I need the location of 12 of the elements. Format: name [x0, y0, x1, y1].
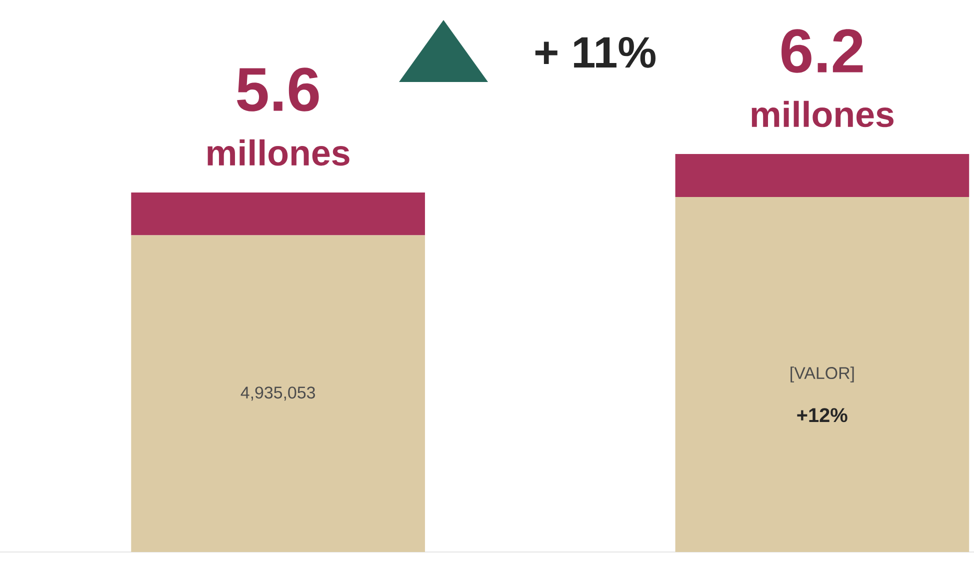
- data-label: [VALOR]: [790, 366, 854, 382]
- annotation: millones: [208, 139, 350, 166]
- text: 6.2: [782, 29, 863, 73]
- bar: [131, 192, 425, 236]
- bar: [675, 197, 970, 552]
- annotation: +12%: [797, 408, 848, 422]
- text: millones: [752, 100, 894, 128]
- text: + 11%: [535, 36, 656, 68]
- text: 5.6: [237, 68, 319, 112]
- data-label: 4,935,053: [240, 386, 315, 401]
- bar: [131, 235, 425, 552]
- bar: [675, 154, 970, 198]
